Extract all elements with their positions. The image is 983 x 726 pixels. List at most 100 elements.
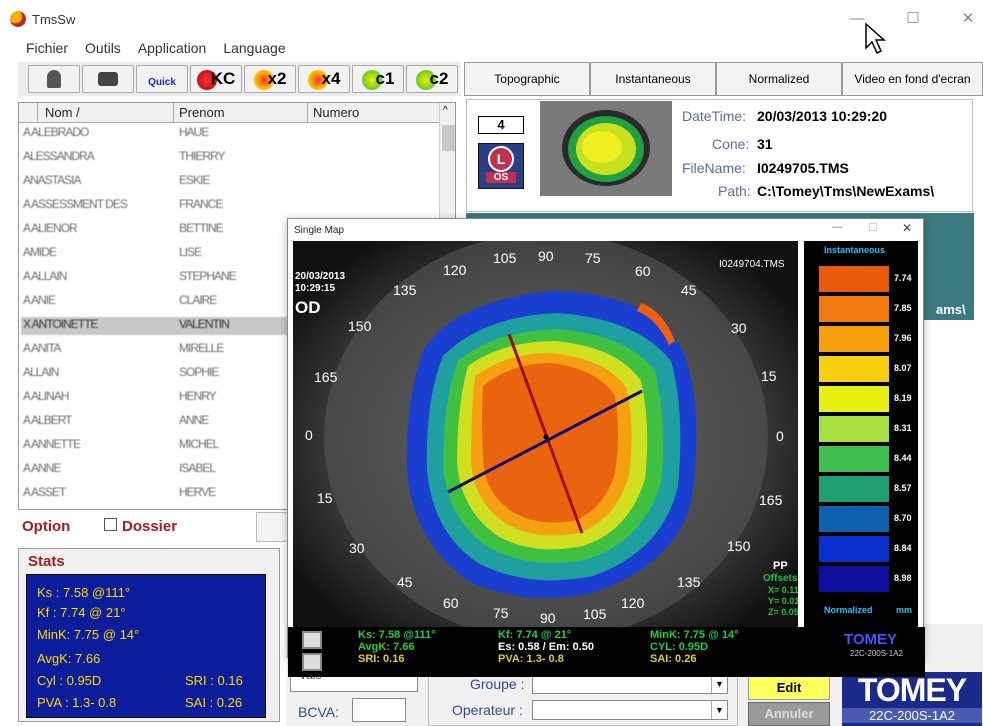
table-row[interactable]: A ALBERT ANNE [21,413,431,431]
offset-x: X= 0.11 [768,585,798,595]
menu-application[interactable]: Application [137,40,207,56]
scroll-thumb[interactable] [442,125,455,151]
view-tabs: Topographic Instantaneous Normalized Vid… [464,62,983,96]
topography-map[interactable]: 105 90 75 120 60 135 45 150 30 165 15 0 … [293,233,799,642]
window-title: TmsSw [32,12,76,27]
table-row[interactable]: A ALIENOR BETTINE [21,221,431,239]
row-prenom: HENRY [179,389,217,403]
c1-map-icon [361,69,382,90]
legend-swatch [818,445,890,473]
kc-map-icon [196,69,217,90]
table-row[interactable]: A ANITA MIRELLE [21,341,431,359]
column-prenom[interactable]: Prenom [179,105,225,120]
menu-language[interactable]: Language [223,40,286,56]
tab-normalized[interactable]: Normalized [716,62,842,96]
c2-button[interactable]: c2 [406,65,458,93]
dossier-checkbox[interactable] [104,518,117,531]
row-prenom: VALENTIN [179,317,230,331]
legend-title: Instantaneous [824,245,886,255]
maximize-button[interactable]: ☐ [906,10,920,27]
menu-fichier[interactable]: Fichier [26,40,69,56]
edit-button[interactable]: Edit [748,676,830,700]
table-row[interactable]: A ALEBRADO HAUE [21,125,431,143]
legend-swatch [818,295,890,323]
angle-labels: 105 90 75 120 60 135 45 150 30 165 15 0 … [305,248,784,626]
camera-button[interactable] [82,65,134,93]
groupe-select[interactable]: ▼ [532,674,728,694]
operateur-select[interactable]: ▼ [532,700,728,720]
table-row[interactable]: A ASSESSMENT DES FRANCE [21,197,431,215]
filename-label: FileName: [682,160,746,176]
corneal-map-svg: 105 90 75 120 60 135 45 150 30 165 15 0 … [293,233,799,642]
menu-outils[interactable]: Outils [85,40,121,56]
kc-button[interactable]: KC [190,65,242,93]
sm-maximize-button[interactable]: ☐ [868,222,878,234]
map-pva: PVA: 1.3- 0.8 [498,653,564,665]
mouse-cursor-icon [865,22,886,55]
tab-video[interactable]: Video en fond d'ecran [842,62,983,96]
close-button[interactable]: ✕ [961,10,975,27]
sm-minimize-button[interactable]: — [832,221,843,233]
table-row[interactable]: A ALINAH HENRY [21,389,431,407]
bcva-input[interactable] [352,698,406,722]
table-row[interactable]: A ANNETTE MICHEL [21,437,431,455]
column-nom[interactable]: Nom / [45,105,80,120]
angle-label: 150 [727,538,751,554]
eye-os-icon[interactable]: L OS [478,143,524,189]
table-row[interactable]: A ALLAIN STEPHANE [21,269,431,287]
table-row[interactable]: ANASTASIA ESKIE [21,173,431,191]
legend-value: 8.57 [894,483,912,493]
table-row[interactable]: AMIDE LISE [21,245,431,263]
row-prenom: LISE [179,245,202,259]
annuler-button[interactable]: Annuler [748,702,830,726]
angle-label: 45 [397,574,413,590]
path-value: C:\Tomey\Tms\NewExams\ [757,183,935,199]
angle-label: 120 [443,262,467,278]
legend-swatch [818,355,890,383]
table-header: Nom / Prenom Numero [19,103,439,123]
toolbar: Quick KC x2 x4 c1 c2 [18,62,460,96]
stat-kf: Kf : 7.74 @ 21° [37,605,126,620]
table-row[interactable]: A ASSET HERVE [21,485,431,503]
legend-value: 8.31 [894,423,912,433]
tab-instantaneous[interactable]: Instantaneous [590,62,716,96]
c1-button[interactable]: c1 [352,65,404,93]
column-numero[interactable]: Numero [313,105,360,120]
legend-swatch [818,535,890,563]
angle-label: 105 [493,250,517,266]
table-row[interactable]: ALESSANDRA THIERRY [21,149,431,167]
x2-button[interactable]: x2 [244,65,296,93]
row-prenom: STEPHANE [179,269,237,283]
dropdown-arrow-icon[interactable]: ▼ [711,675,727,693]
legend-value: 8.70 [894,513,912,523]
print-icon[interactable] [302,631,322,649]
map-avgk: AvgK: 7.66 [358,641,415,653]
dropdown-arrow-icon[interactable]: ▼ [711,701,727,719]
patient-button[interactable] [28,65,80,93]
angle-label: 135 [393,282,417,298]
angle-label: 165 [314,369,338,385]
tab-topographic[interactable]: Topographic [464,62,590,96]
single-map-window[interactable]: Single Map — ☐ ✕ 105 90 75 120 60 135 45… [287,218,925,677]
table-row[interactable]: A ANNE ISABEL [21,461,431,479]
row-prenom: ESKIE [179,173,210,187]
map-tomey-logo: TOMEY [844,631,898,648]
column-divider [307,103,308,123]
row-nom: A ASSET [23,485,66,499]
sm-close-button[interactable]: ✕ [902,221,913,235]
x4-button[interactable]: x4 [298,65,350,93]
table-row[interactable]: A ANIE CLAIRE [21,293,431,311]
single-map-title: Single Map [294,225,345,236]
legend-swatch [818,265,890,293]
row-nom: A ANNE [23,461,61,475]
row-nom: ALESSANDRA [23,149,95,163]
table-row[interactable]: ALLAIN SOPHIE [21,365,431,383]
second-exam-path: ams\ [936,302,966,317]
minimize-button[interactable]: — [849,10,865,27]
legend-value: 8.44 [894,453,912,463]
exam-number: 4 [478,116,524,134]
quick-button[interactable]: Quick [136,65,188,93]
exam-thumbnail[interactable] [540,101,672,196]
print-icon[interactable] [302,653,322,671]
scroll-up-icon[interactable]: ^ [443,105,448,116]
